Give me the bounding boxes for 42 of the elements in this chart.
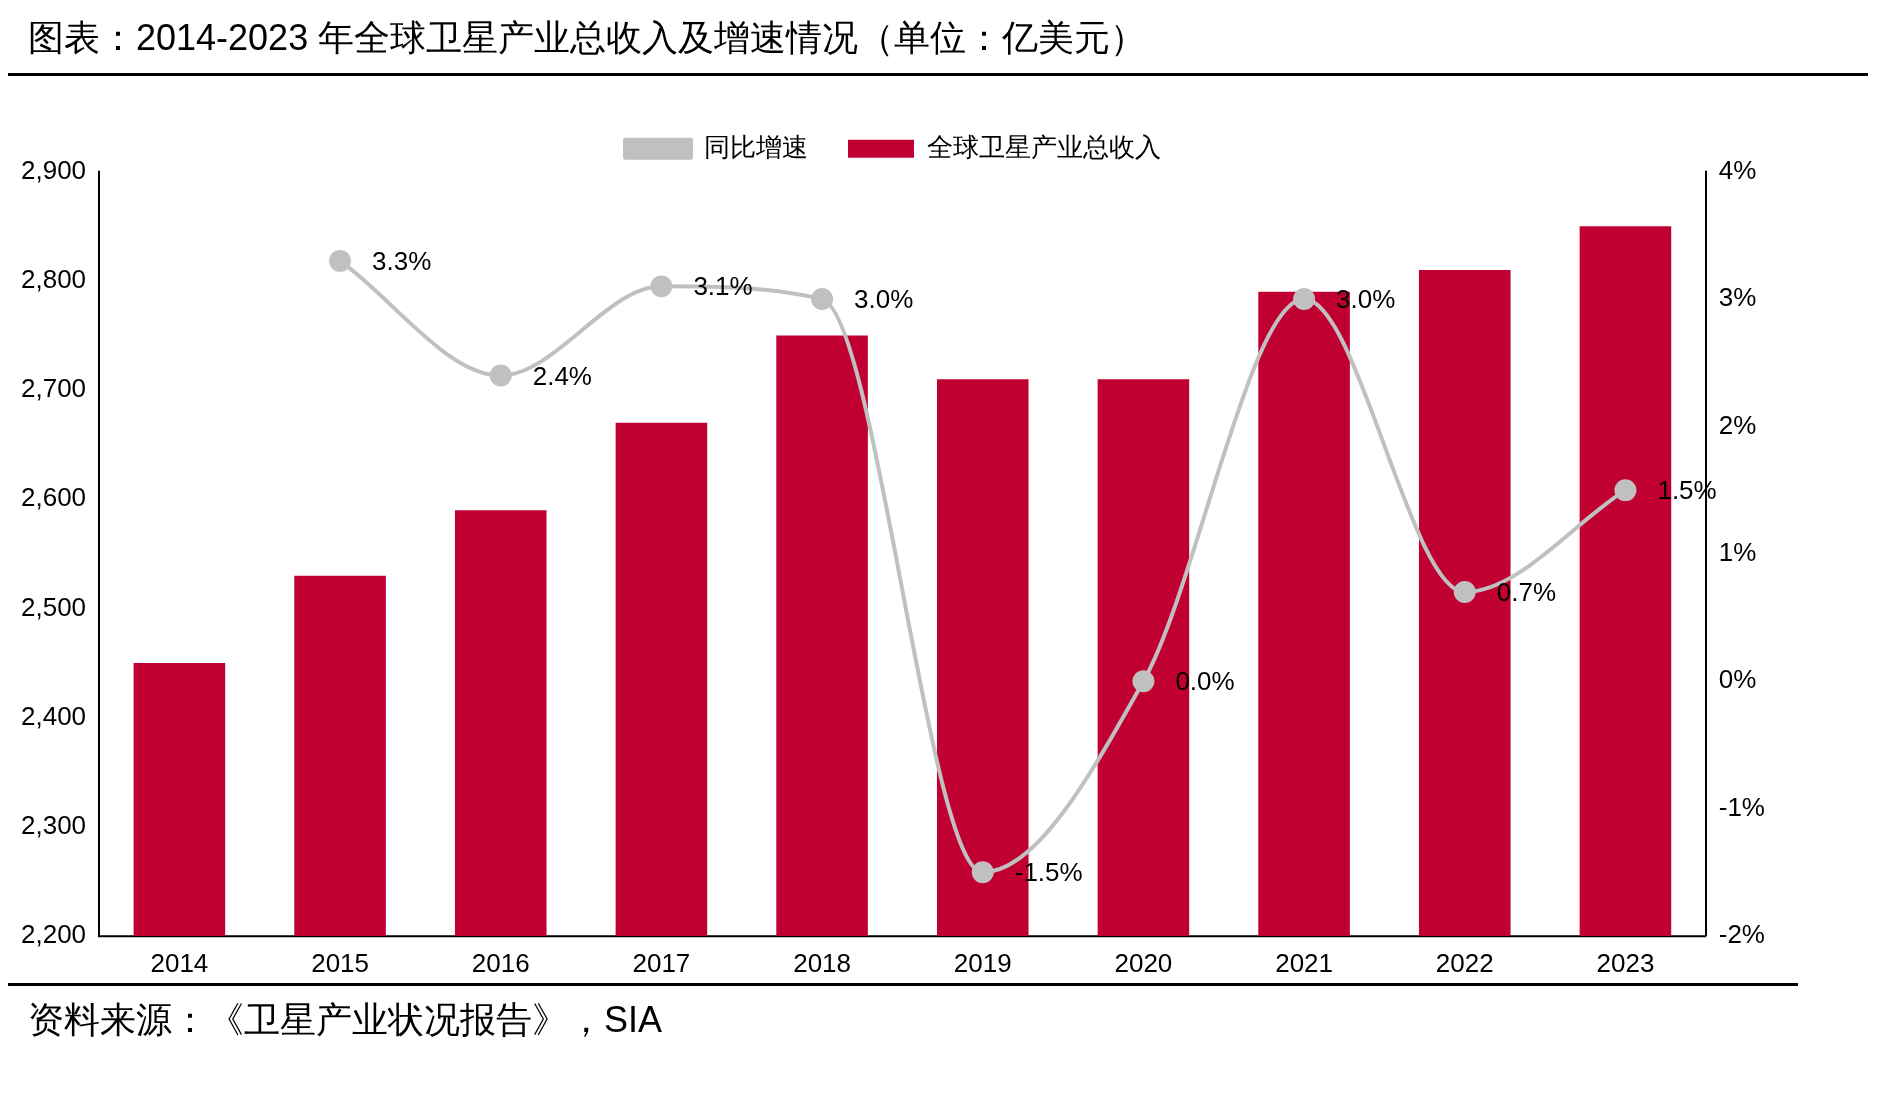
y2-tick-label: -2%: [1718, 920, 1765, 949]
x-tick-label: 2020: [1114, 948, 1173, 977]
point: [1132, 670, 1155, 693]
x-tick-label: 2023: [1596, 948, 1655, 977]
y2-tick-label: 1%: [1718, 538, 1757, 566]
point: [1293, 288, 1316, 311]
x-tick-label: 2021: [1275, 948, 1333, 977]
y2-tick-label: 0%: [1718, 665, 1757, 694]
y2-tick-label: -1%: [1718, 792, 1765, 821]
point: [1614, 479, 1637, 502]
legend-label: 全球卫星产业总收入: [927, 132, 1162, 161]
x-tick-label: 2022: [1435, 948, 1494, 977]
data-label: 3.3%: [372, 247, 432, 276]
point: [329, 249, 352, 272]
x-tick-label: 2019: [953, 948, 1012, 977]
y-tick-label: 2,300: [21, 810, 87, 839]
x-tick-label: 2015: [311, 948, 369, 977]
point: [1453, 581, 1476, 604]
x-tick-label: 2016: [471, 948, 530, 977]
point: [489, 364, 512, 387]
y-tick-label: 2,400: [21, 701, 87, 730]
x-tick-label: 2014: [150, 948, 209, 977]
data-label: 3.0%: [854, 285, 914, 314]
text: 资料来源：《卫星产业状况报告》，SIA: [27, 998, 664, 1042]
y2-tick-label: 3%: [1718, 283, 1757, 312]
y-tick-label: 2,200: [21, 920, 87, 949]
y2-tick-label: 2%: [1718, 410, 1757, 439]
x-tick-label: 2018: [793, 948, 851, 977]
y-tick-label: 2,700: [21, 374, 87, 403]
x-tick-label: 2017: [632, 948, 691, 977]
y-tick-label: 2,500: [21, 592, 87, 621]
data-label: 3.1%: [693, 272, 753, 301]
point: [971, 861, 994, 884]
y-tick-label: 2,600: [21, 483, 87, 512]
data-label: 2.4%: [532, 361, 592, 390]
y-tick-label: 2,900: [21, 155, 87, 184]
point: [811, 288, 834, 311]
y-tick-label: 2,800: [21, 265, 87, 294]
point: [650, 275, 673, 298]
legend-label: 同比增速: [704, 132, 809, 161]
y2-tick-label: 4%: [1718, 155, 1757, 184]
chart-title: 图表：2014-2023 年全球卫星产业总收入及增速情况（单位：亿美元）: [8, 8, 1868, 76]
